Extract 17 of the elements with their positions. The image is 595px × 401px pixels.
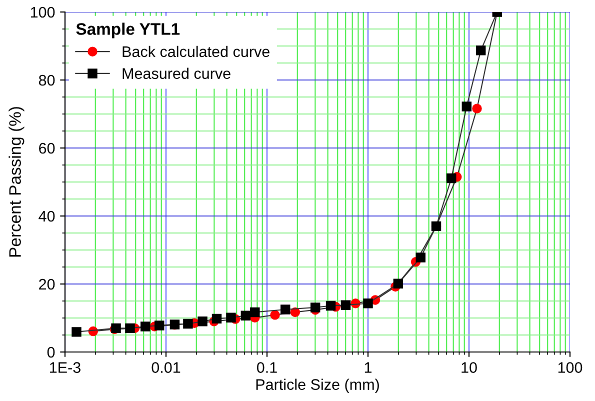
legend-label: Measured curve [122, 68, 230, 79]
x-tick-label: 10 [462, 362, 477, 373]
legend-label: Back calculated curve [122, 46, 270, 58]
y-tick-label: 100 [30, 6, 55, 18]
x-tick-label: 0.1 [256, 362, 277, 373]
y-tick-label: 0 [47, 346, 55, 358]
x-tick-label: 1E-3 [50, 362, 80, 373]
y-tick-label: 20 [39, 278, 55, 290]
legend-title: Sample YTL1 [76, 22, 180, 38]
y-tick-label: 60 [39, 142, 55, 154]
x-tick-label: 100 [558, 362, 582, 373]
x-tick-label: 0.01 [152, 362, 180, 373]
y-tick-label: 40 [38, 210, 55, 222]
x-axis-title: Particle Size (mm) [256, 378, 379, 393]
x-tick-label: 1 [364, 362, 372, 373]
y-axis-title: Percent Passing (%) [8, 107, 24, 257]
y-tick-label: 80 [38, 74, 55, 86]
